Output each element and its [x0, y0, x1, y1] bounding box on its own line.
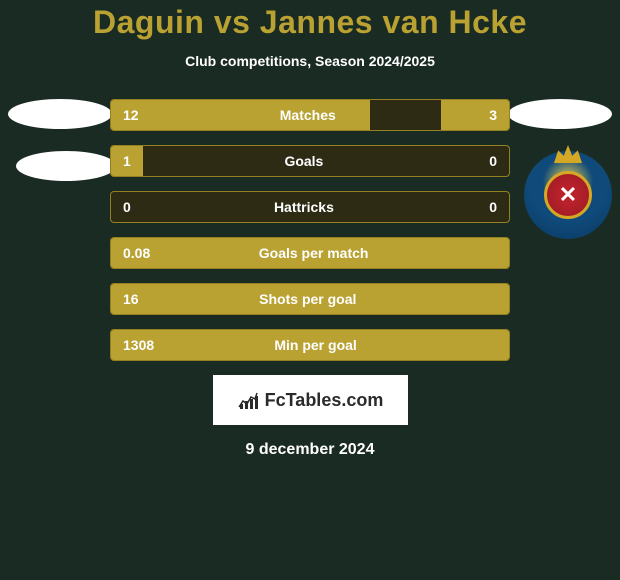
stat-row: 1308 Min per goal — [110, 329, 510, 361]
stat-value-right: 0 — [477, 199, 497, 215]
stat-value-left: 1 — [123, 153, 131, 169]
stat-text-wrapper: 1 Goals 0 — [111, 146, 509, 176]
stat-value-left: 0.08 — [123, 245, 150, 261]
stat-value-left: 1308 — [123, 337, 154, 353]
stat-label: Hattricks — [274, 199, 334, 215]
stat-text-wrapper: 0 Hattricks 0 — [111, 192, 509, 222]
stat-row: 1 Goals 0 — [110, 145, 510, 177]
shield-cross-icon: ✕ — [559, 182, 577, 208]
date-text: 9 december 2024 — [0, 441, 620, 459]
logo-text: FcTables.com — [265, 390, 384, 411]
player-left-avatar — [8, 99, 112, 129]
fctables-logo[interactable]: FcTables.com — [213, 375, 408, 425]
club-left-badge — [16, 151, 104, 239]
stat-label: Matches — [280, 107, 336, 123]
club-right-badge: ✕ — [524, 151, 612, 239]
stat-text-wrapper: 16 Shots per goal — [111, 284, 509, 314]
stat-row: 0 Hattricks 0 — [110, 191, 510, 223]
stat-label: Goals — [284, 153, 323, 169]
crown-icon — [554, 145, 582, 163]
stat-text-wrapper: 1308 Min per goal — [111, 330, 509, 360]
player-right-avatar — [508, 99, 612, 129]
stat-row: 0.08 Goals per match — [110, 237, 510, 269]
stat-value-left: 0 — [123, 199, 131, 215]
stat-row: 16 Shots per goal — [110, 283, 510, 315]
subtitle: Club competitions, Season 2024/2025 — [0, 53, 620, 69]
stat-value-right: 0 — [477, 153, 497, 169]
stat-value-left: 16 — [123, 291, 139, 307]
stat-label: Min per goal — [274, 337, 356, 353]
stat-value-right: 3 — [477, 107, 497, 123]
stat-label: Goals per match — [259, 245, 369, 261]
stat-row: 12 Matches 3 — [110, 99, 510, 131]
stat-text-wrapper: 12 Matches 3 — [111, 100, 509, 130]
stat-label: Shots per goal — [259, 291, 356, 307]
chart-icon — [237, 389, 259, 411]
stat-value-left: 12 — [123, 107, 139, 123]
stat-text-wrapper: 0.08 Goals per match — [111, 238, 509, 268]
stats-wrapper: ✕ 12 Matches 3 1 Goals 0 0 Hattricks 0 0.08 Goals … — [0, 99, 620, 361]
page-title: Daguin vs Jannes van Hcke — [0, 4, 620, 41]
